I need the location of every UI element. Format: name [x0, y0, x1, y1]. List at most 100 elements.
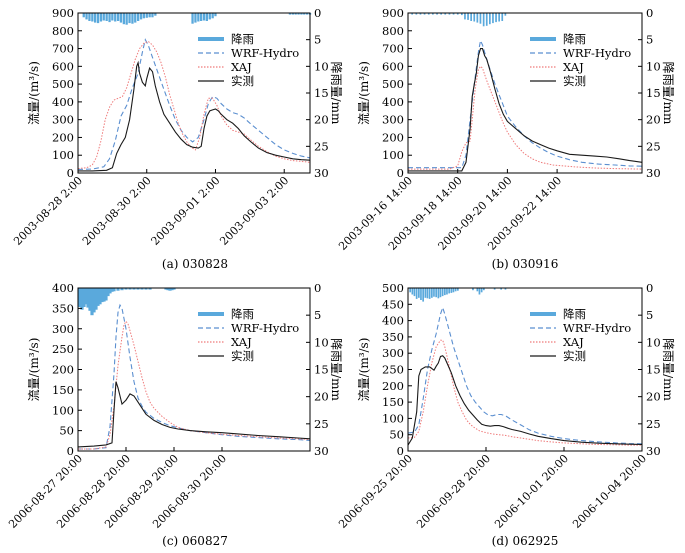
legend-swatch-rain: [198, 312, 224, 316]
rain-tick-label: 5: [646, 308, 653, 322]
rain-bar: [495, 13, 497, 23]
rain-bar: [94, 13, 97, 23]
legend-label: 降雨: [563, 307, 586, 321]
series-line-obs: [78, 60, 311, 172]
rain-tick-label: 15: [646, 363, 661, 377]
rain-bar: [288, 13, 292, 15]
x-tick-label: 2003-09-01 2:00: [149, 174, 223, 248]
rain-bar: [78, 288, 82, 307]
rain-bar: [291, 13, 294, 15]
legend-label: WRF-Hydro: [231, 46, 299, 60]
rain-bar: [413, 288, 416, 297]
rain-bar: [128, 13, 131, 24]
y-tick-label: 250: [52, 342, 74, 356]
rain-bar: [164, 288, 168, 290]
rain-bar: [82, 13, 85, 18]
x-tick-label: 2003-09-03 2:00: [217, 174, 291, 248]
rain-bar: [137, 13, 140, 21]
rain-axis-title: 降雨量/mm: [661, 62, 675, 125]
rain-bar: [500, 288, 502, 290]
plot-frame: [407, 287, 643, 452]
legend-label: 降雨: [231, 32, 254, 46]
x-tick-label: 2003-08-30 2:00: [80, 174, 154, 248]
rain-bar: [108, 288, 112, 294]
y-tick-label: 450: [382, 297, 404, 311]
rain-bar: [480, 288, 483, 293]
rain-bar: [485, 13, 488, 26]
y-tick-label: 200: [52, 363, 74, 377]
legend-label: 实测: [563, 349, 586, 363]
rain-bar: [461, 13, 463, 16]
rain-bar: [154, 13, 157, 16]
panel-a: 0 100 200 300 400 500 600 700 800 900 0 5 10 15 20 25 30…: [11, 6, 343, 271]
rain-bar: [294, 13, 297, 15]
rain-bar: [493, 288, 496, 290]
legend-label: WRF-Hydro: [563, 46, 631, 60]
rain-tick-label: 10: [646, 335, 661, 349]
rain-bar: [422, 288, 424, 302]
rain-bar: [476, 13, 479, 23]
rain-bar: [124, 288, 128, 290]
rain-bar: [409, 288, 411, 293]
rain-tick-label: 5: [314, 308, 321, 322]
rain-bar: [214, 13, 217, 17]
rain-axis-title: 降雨量/mm: [329, 62, 343, 125]
rain-bar: [200, 13, 203, 21]
y-tick-label: 600: [382, 59, 404, 73]
rain-bar: [151, 13, 154, 18]
rain-bar: [446, 288, 448, 295]
y-axis-title: 流量/(m³/s): [27, 61, 41, 125]
series-line-obs: [77, 381, 311, 448]
y-tick-label: 700: [382, 42, 404, 56]
rain-bar: [105, 13, 108, 21]
rain-bar: [197, 13, 200, 22]
y-tick-label: 250: [382, 363, 404, 377]
y-tick-label: 100: [382, 148, 404, 162]
rain-bar: [148, 288, 152, 290]
rain-bar: [457, 288, 459, 291]
rain-bar: [431, 288, 433, 298]
y-tick-label: 800: [52, 24, 74, 38]
rain-tick-label: 30: [646, 444, 661, 458]
y-tick-label: 0: [397, 166, 404, 180]
rain-tick-label: 25: [646, 139, 661, 153]
rain-tick-label: 15: [314, 86, 329, 100]
rain-bar: [426, 288, 429, 299]
legend-swatch-rain: [198, 37, 224, 41]
rain-bar: [194, 13, 197, 23]
y-tick-label: 150: [52, 383, 74, 397]
y-tick-label: 350: [382, 330, 404, 344]
y-tick-label: 900: [382, 6, 404, 20]
legend-label: WRF-Hydro: [563, 321, 631, 335]
rain-bar: [84, 288, 88, 305]
y-tick-label: 400: [52, 281, 74, 295]
rain-bar: [501, 13, 504, 21]
rain-bar: [132, 288, 136, 290]
y-tick-label: 400: [382, 95, 404, 109]
y-tick-label: 300: [382, 346, 404, 360]
rain-bar: [208, 13, 211, 20]
rain-bar: [303, 13, 306, 15]
legend-label: 实测: [231, 74, 254, 88]
series-line-obs: [408, 48, 643, 172]
rain-bar: [437, 288, 440, 299]
rain-axis-title: 降雨量/mm: [329, 338, 343, 401]
rain-bar: [102, 288, 106, 302]
y-tick-label: 100: [52, 403, 74, 417]
legend-label: XAJ: [563, 335, 584, 349]
rain-bar: [88, 13, 91, 21]
y-tick-label: 500: [382, 281, 404, 295]
rain-tick-label: 0: [314, 281, 321, 295]
series-line-wrf: [78, 303, 311, 450]
rain-bar: [448, 13, 451, 15]
rain-bar: [148, 13, 151, 18]
rain-tick-label: 0: [646, 281, 653, 295]
y-axis-title: 流量/(m³/s): [357, 338, 371, 402]
rain-tick-label: 15: [646, 86, 661, 100]
rain-bar: [504, 288, 507, 290]
rain-bar: [142, 13, 145, 19]
